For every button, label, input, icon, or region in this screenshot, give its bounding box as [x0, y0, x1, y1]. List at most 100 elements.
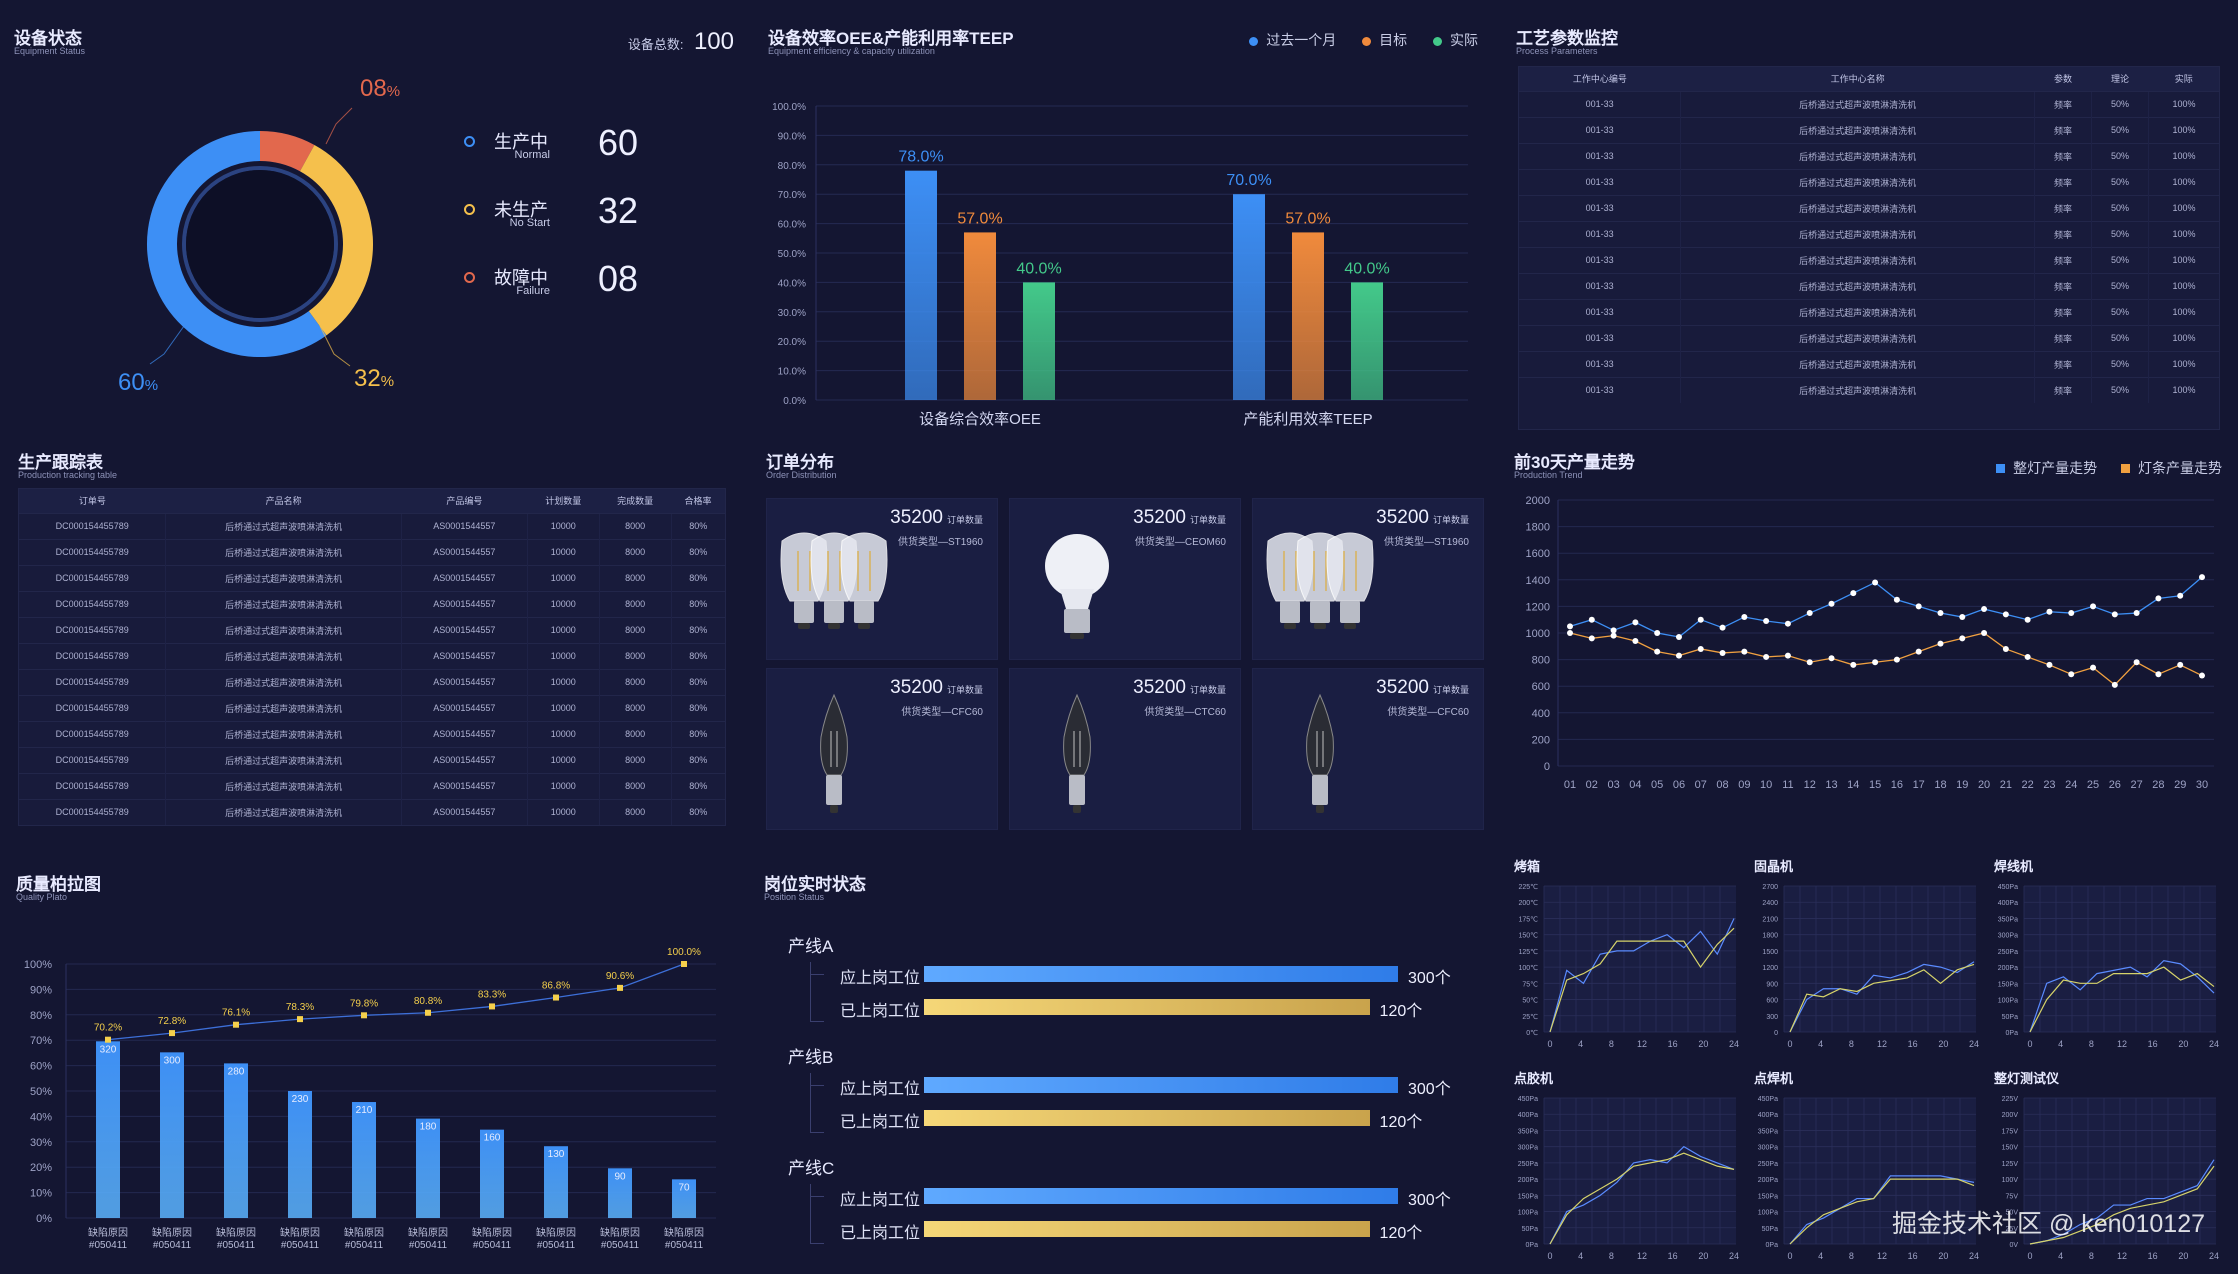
- table-cell: 频率: [2034, 376, 2092, 403]
- bar-目标: [964, 232, 996, 400]
- column-header: 工作中心名称: [1680, 67, 2035, 91]
- mini-series-line: [1549, 927, 1735, 1033]
- y-tick-label: 70%: [30, 1035, 52, 1047]
- y-tick-label: 250Pa: [1758, 1161, 1778, 1168]
- device-total-label: 设备总数:: [627, 37, 684, 52]
- x-tick-label: 02: [1586, 779, 1598, 791]
- order-type: 供货类型—CFC60: [901, 707, 983, 718]
- tip: [830, 805, 838, 813]
- table-row[interactable]: 001-33 后桥通过式超声波喷淋清洗机 频率 50% 100%: [1519, 324, 2219, 351]
- y-tick-label: 70.0%: [778, 190, 806, 201]
- order-card: 35200 订单数量 供货类型—CEOM60: [1009, 498, 1241, 660]
- table-row[interactable]: DC000154455789 后桥通过式超声波喷淋清洗机 AS0001544557 1…: [19, 590, 725, 617]
- tip: [828, 623, 840, 629]
- panel-title: 工艺参数监控: [1516, 29, 1618, 48]
- table-row[interactable]: 001-33 后桥通过式超声波喷淋清洗机 频率 50% 100%: [1519, 142, 2219, 169]
- mini-chart-plot: 0℃ 25℃ 50℃ 75℃ 100℃ 125℃ 150℃ 175℃ 200℃ 225℃ 0 4 8 12…: [1518, 884, 1739, 1049]
- table-cell: 后桥通过式超声波喷淋清洗机: [165, 564, 402, 591]
- x-tick-label: 07: [1695, 779, 1707, 791]
- column-header: 产品名称: [165, 489, 402, 513]
- legend-square-icon: [1996, 464, 2006, 473]
- table-row[interactable]: DC000154455789 后桥通过式超声波喷淋清洗机 AS0001544557 1…: [19, 798, 725, 825]
- table-row[interactable]: DC000154455789 后桥通过式超声波喷淋清洗机 AS0001544557 1…: [19, 642, 725, 669]
- data-point: [1632, 637, 1639, 644]
- table-row[interactable]: 001-33 后桥通过式超声波喷淋清洗机 频率 50% 100%: [1519, 168, 2219, 195]
- table-row[interactable]: 001-33 后桥通过式超声波喷淋清洗机 频率 50% 100%: [1519, 220, 2219, 247]
- x-tick-label: 16: [1891, 779, 1903, 791]
- table-row[interactable]: 001-33 后桥通过式超声波喷淋清洗机 频率 50% 100%: [1519, 194, 2219, 221]
- table-row[interactable]: DC000154455789 后桥通过式超声波喷淋清洗机 AS0001544557 1…: [19, 668, 725, 695]
- y-tick-label: 10.0%: [778, 367, 806, 378]
- table-cell: 100%: [2147, 142, 2219, 169]
- table-row[interactable]: DC000154455789 后桥通过式超声波喷淋清洗机 AS0001544557 1…: [19, 538, 725, 565]
- table-cell: 001-33: [1519, 168, 1681, 195]
- table-row[interactable]: 001-33 后桥通过式超声波喷淋清洗机 频率 50% 100%: [1519, 272, 2219, 299]
- table-row[interactable]: 001-33 后桥通过式超声波喷淋清洗机 频率 50% 100%: [1519, 90, 2219, 117]
- order-card: 35200 订单数量 供货类型—CFC60: [766, 668, 998, 830]
- table-row[interactable]: 001-33 后桥通过式超声波喷淋清洗机 频率 50% 100%: [1519, 298, 2219, 325]
- table-row[interactable]: 001-33 后桥通过式超声波喷淋清洗机 频率 50% 100%: [1519, 376, 2219, 403]
- x-tick-label: 16: [1908, 1039, 1918, 1049]
- table-row[interactable]: 001-33 后桥通过式超声波喷淋清洗机 频率 50% 100%: [1519, 246, 2219, 273]
- x-category-label: 缺陷原因: [216, 1226, 256, 1239]
- table-row[interactable]: DC000154455789 后桥通过式超声波喷淋清洗机 AS0001544557 1…: [19, 616, 725, 643]
- y-tick-label: 300Pa: [1758, 1145, 1778, 1152]
- y-tick-label: 0%: [36, 1213, 52, 1225]
- cumulative-point: [169, 1030, 175, 1037]
- table-cell: 50%: [2090, 220, 2149, 247]
- table-cell: DC000154455789: [19, 746, 166, 773]
- x-tick-label: 0: [2027, 1039, 2032, 1049]
- should-label: 应上岗工位: [840, 970, 921, 987]
- pct-suffix: %: [387, 83, 400, 100]
- table-cell: 50%: [2090, 298, 2149, 325]
- order-quantity-value: 35200: [1376, 677, 1429, 698]
- y-tick-label: 1500: [1762, 949, 1778, 956]
- table-cell: 后桥通过式超声波喷淋清洗机: [1680, 272, 2035, 299]
- oee-panel: 设备效率OEE&产能利用率TEEP Equipment efficiency &…: [768, 24, 1478, 428]
- y-tick-label: 50Pa: [1522, 1226, 1538, 1233]
- data-point: [1675, 652, 1682, 659]
- table-row[interactable]: DC000154455789 后桥通过式超声波喷淋清洗机 AS0001544557 1…: [19, 564, 725, 591]
- mini-series-line: [1549, 918, 1735, 1033]
- donut-slice-normal: [147, 131, 327, 357]
- tree-connector: [810, 1196, 824, 1197]
- y-tick-label: 30%: [30, 1137, 52, 1149]
- cumulative-label: 90.6%: [606, 971, 634, 982]
- table-row[interactable]: DC000154455789 后桥通过式超声波喷淋清洗机 AS0001544557 1…: [19, 720, 725, 747]
- table-cell: 后桥通过式超声波喷淋清洗机: [1680, 376, 2035, 403]
- data-point: [1763, 618, 1770, 625]
- leader-line: [319, 325, 351, 367]
- legend-item-target: 目标: [1362, 32, 1407, 48]
- table-cell: 001-33: [1519, 142, 1681, 169]
- mini-chart-title: 点焊机: [1754, 1071, 1794, 1086]
- x-tick-label: 8: [1609, 1039, 1614, 1049]
- bar-value-label: 57.0%: [957, 210, 1002, 227]
- table-cell: 001-33: [1519, 298, 1681, 325]
- x-tick-label: 08: [1716, 779, 1728, 791]
- column-header: 参数: [2034, 67, 2092, 91]
- x-tick-label: 24: [1729, 1251, 1739, 1261]
- data-point: [2024, 616, 2031, 623]
- base: [1069, 775, 1085, 805]
- bar-value-label: 78.0%: [898, 149, 943, 166]
- table-cell: 100%: [2147, 194, 2219, 221]
- base: [1312, 775, 1328, 805]
- table-cell: 10000: [526, 616, 600, 643]
- order-type: 供货类型—ST1960: [1383, 537, 1469, 548]
- table-cell: 频率: [2034, 324, 2092, 351]
- table-cell: 频率: [2034, 220, 2092, 247]
- data-point: [1741, 614, 1748, 621]
- y-tick-label: 1600: [1526, 548, 1550, 560]
- table-row[interactable]: DC000154455789 后桥通过式超声波喷淋清洗机 AS0001544557 1…: [19, 512, 725, 539]
- table-row[interactable]: 001-33 后桥通过式超声波喷淋清洗机 频率 50% 100%: [1519, 116, 2219, 143]
- tip: [1284, 623, 1296, 629]
- order-card: 35200 订单数量 供货类型—CFC60: [1252, 668, 1484, 830]
- table-row[interactable]: DC000154455789 后桥通过式超声波喷淋清洗机 AS0001544557 1…: [19, 694, 725, 721]
- table-row[interactable]: DC000154455789 后桥通过式超声波喷淋清洗机 AS0001544557 1…: [19, 772, 725, 799]
- table-row[interactable]: DC000154455789 后桥通过式超声波喷淋清洗机 AS0001544557 1…: [19, 746, 725, 773]
- table-row[interactable]: 001-33 后桥通过式超声波喷淋清洗机 频率 50% 100%: [1519, 350, 2219, 377]
- order-quantity: 35200 订单数量: [1133, 507, 1226, 529]
- table-cell: 后桥通过式超声波喷淋清洗机: [1680, 350, 2035, 377]
- edison-bulbs-icon: [1266, 532, 1374, 629]
- column-header: 完成数量: [599, 489, 672, 513]
